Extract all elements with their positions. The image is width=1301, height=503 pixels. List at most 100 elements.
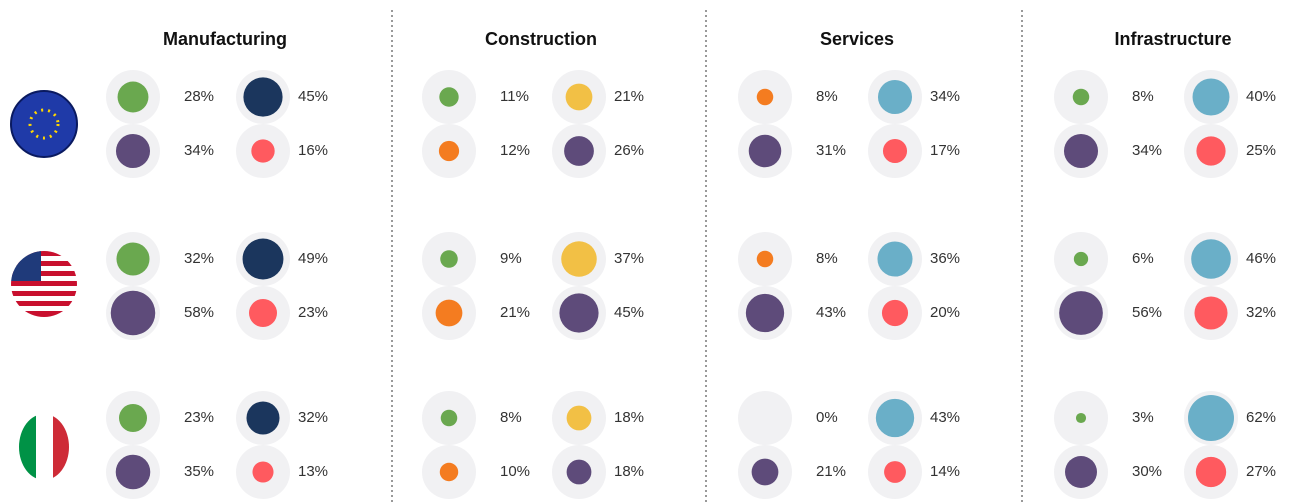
value-label: 11% (500, 88, 529, 105)
bubble (756, 88, 774, 106)
value-label: 28% (184, 88, 214, 105)
value-label: 62% (1246, 409, 1276, 426)
value-label: 16% (298, 142, 328, 159)
value-label: 43% (816, 304, 846, 321)
bubble (565, 83, 593, 111)
bubble (117, 81, 149, 113)
value-label: 56% (1132, 304, 1162, 321)
value-label: 32% (298, 409, 328, 426)
bubble (1191, 239, 1231, 279)
value-label: 40% (1246, 88, 1276, 105)
bubble (115, 133, 151, 169)
bubble (1073, 251, 1089, 267)
bubble (559, 293, 599, 333)
value-label: 6% (1132, 250, 1154, 267)
bubble (438, 140, 460, 162)
value-label: 13% (298, 463, 328, 480)
value-label: 43% (930, 409, 960, 426)
bubble (251, 139, 275, 163)
value-label: 14% (930, 463, 960, 480)
value-label: 21% (500, 304, 530, 321)
value-label: 27% (1246, 463, 1276, 480)
bubble (875, 398, 915, 438)
bubble (751, 458, 779, 486)
value-label: 8% (1132, 88, 1154, 105)
value-label: 46% (1246, 250, 1276, 267)
bubble (745, 293, 785, 333)
value-label: 3% (1132, 409, 1154, 426)
bubble (884, 461, 906, 483)
bubble (1192, 78, 1230, 116)
bubble (881, 299, 909, 327)
bubble (116, 242, 150, 276)
bubble (242, 238, 284, 280)
bubble (882, 138, 908, 164)
bubble (1065, 456, 1097, 488)
panel-title: Manufacturing (163, 29, 287, 49)
bubble (440, 409, 458, 427)
flag-us (11, 251, 77, 317)
panel-title: Construction (485, 29, 597, 49)
value-label: 8% (816, 88, 838, 105)
value-label: 58% (184, 304, 214, 321)
value-label: 35% (184, 463, 214, 480)
value-label: 34% (1132, 142, 1162, 159)
bubble (561, 241, 597, 277)
value-label: 30% (1132, 463, 1162, 480)
divider (391, 10, 1023, 503)
value-label: 18% (614, 463, 644, 480)
value-label: 18% (614, 409, 644, 426)
bubble (243, 77, 283, 117)
value-label: 9% (500, 250, 522, 267)
panel-title: Services (820, 29, 894, 49)
value-label: 36% (930, 250, 960, 267)
value-label: 23% (298, 304, 328, 321)
bubble (877, 241, 913, 277)
value-label: 8% (500, 409, 522, 426)
bubble (1072, 88, 1090, 106)
bubble (439, 87, 459, 107)
bubble-bg (738, 391, 792, 445)
flag-it (19, 414, 69, 480)
panel-title: Infrastructure (1114, 29, 1231, 49)
value-label: 8% (816, 250, 838, 267)
bubble (1196, 136, 1226, 166)
bubble (435, 299, 463, 327)
value-label: 31% (816, 142, 846, 159)
value-label: 32% (184, 250, 214, 267)
bubble (1063, 133, 1099, 169)
bubble (118, 403, 148, 433)
value-label: 49% (298, 250, 328, 267)
value-label: 32% (1246, 304, 1276, 321)
flag-eu (10, 90, 78, 158)
value-label: 45% (614, 304, 644, 321)
bubble (439, 462, 459, 482)
bubble (440, 250, 458, 268)
bubble (110, 290, 156, 336)
value-label: 17% (930, 142, 960, 159)
value-label: 26% (614, 142, 644, 159)
value-label: 0% (816, 409, 838, 426)
value-label: 20% (930, 304, 960, 321)
bubble (566, 405, 592, 431)
value-label: 45% (298, 88, 328, 105)
value-label: 21% (816, 463, 846, 480)
value-label: 10% (500, 463, 530, 480)
value-label: 34% (184, 142, 214, 159)
bubble (748, 134, 782, 168)
bubble (564, 136, 594, 166)
bubble (1075, 412, 1087, 424)
value-label: 25% (1246, 142, 1276, 159)
value-label: 23% (184, 409, 214, 426)
bubble (1194, 296, 1228, 330)
bubble (248, 298, 278, 328)
bubble (1195, 456, 1227, 488)
bubble (1059, 291, 1103, 335)
bubble (115, 454, 151, 490)
value-label: 37% (614, 250, 644, 267)
value-label: 34% (930, 88, 960, 105)
bubble (877, 79, 913, 115)
value-label: 21% (614, 88, 644, 105)
bubble (566, 459, 592, 485)
